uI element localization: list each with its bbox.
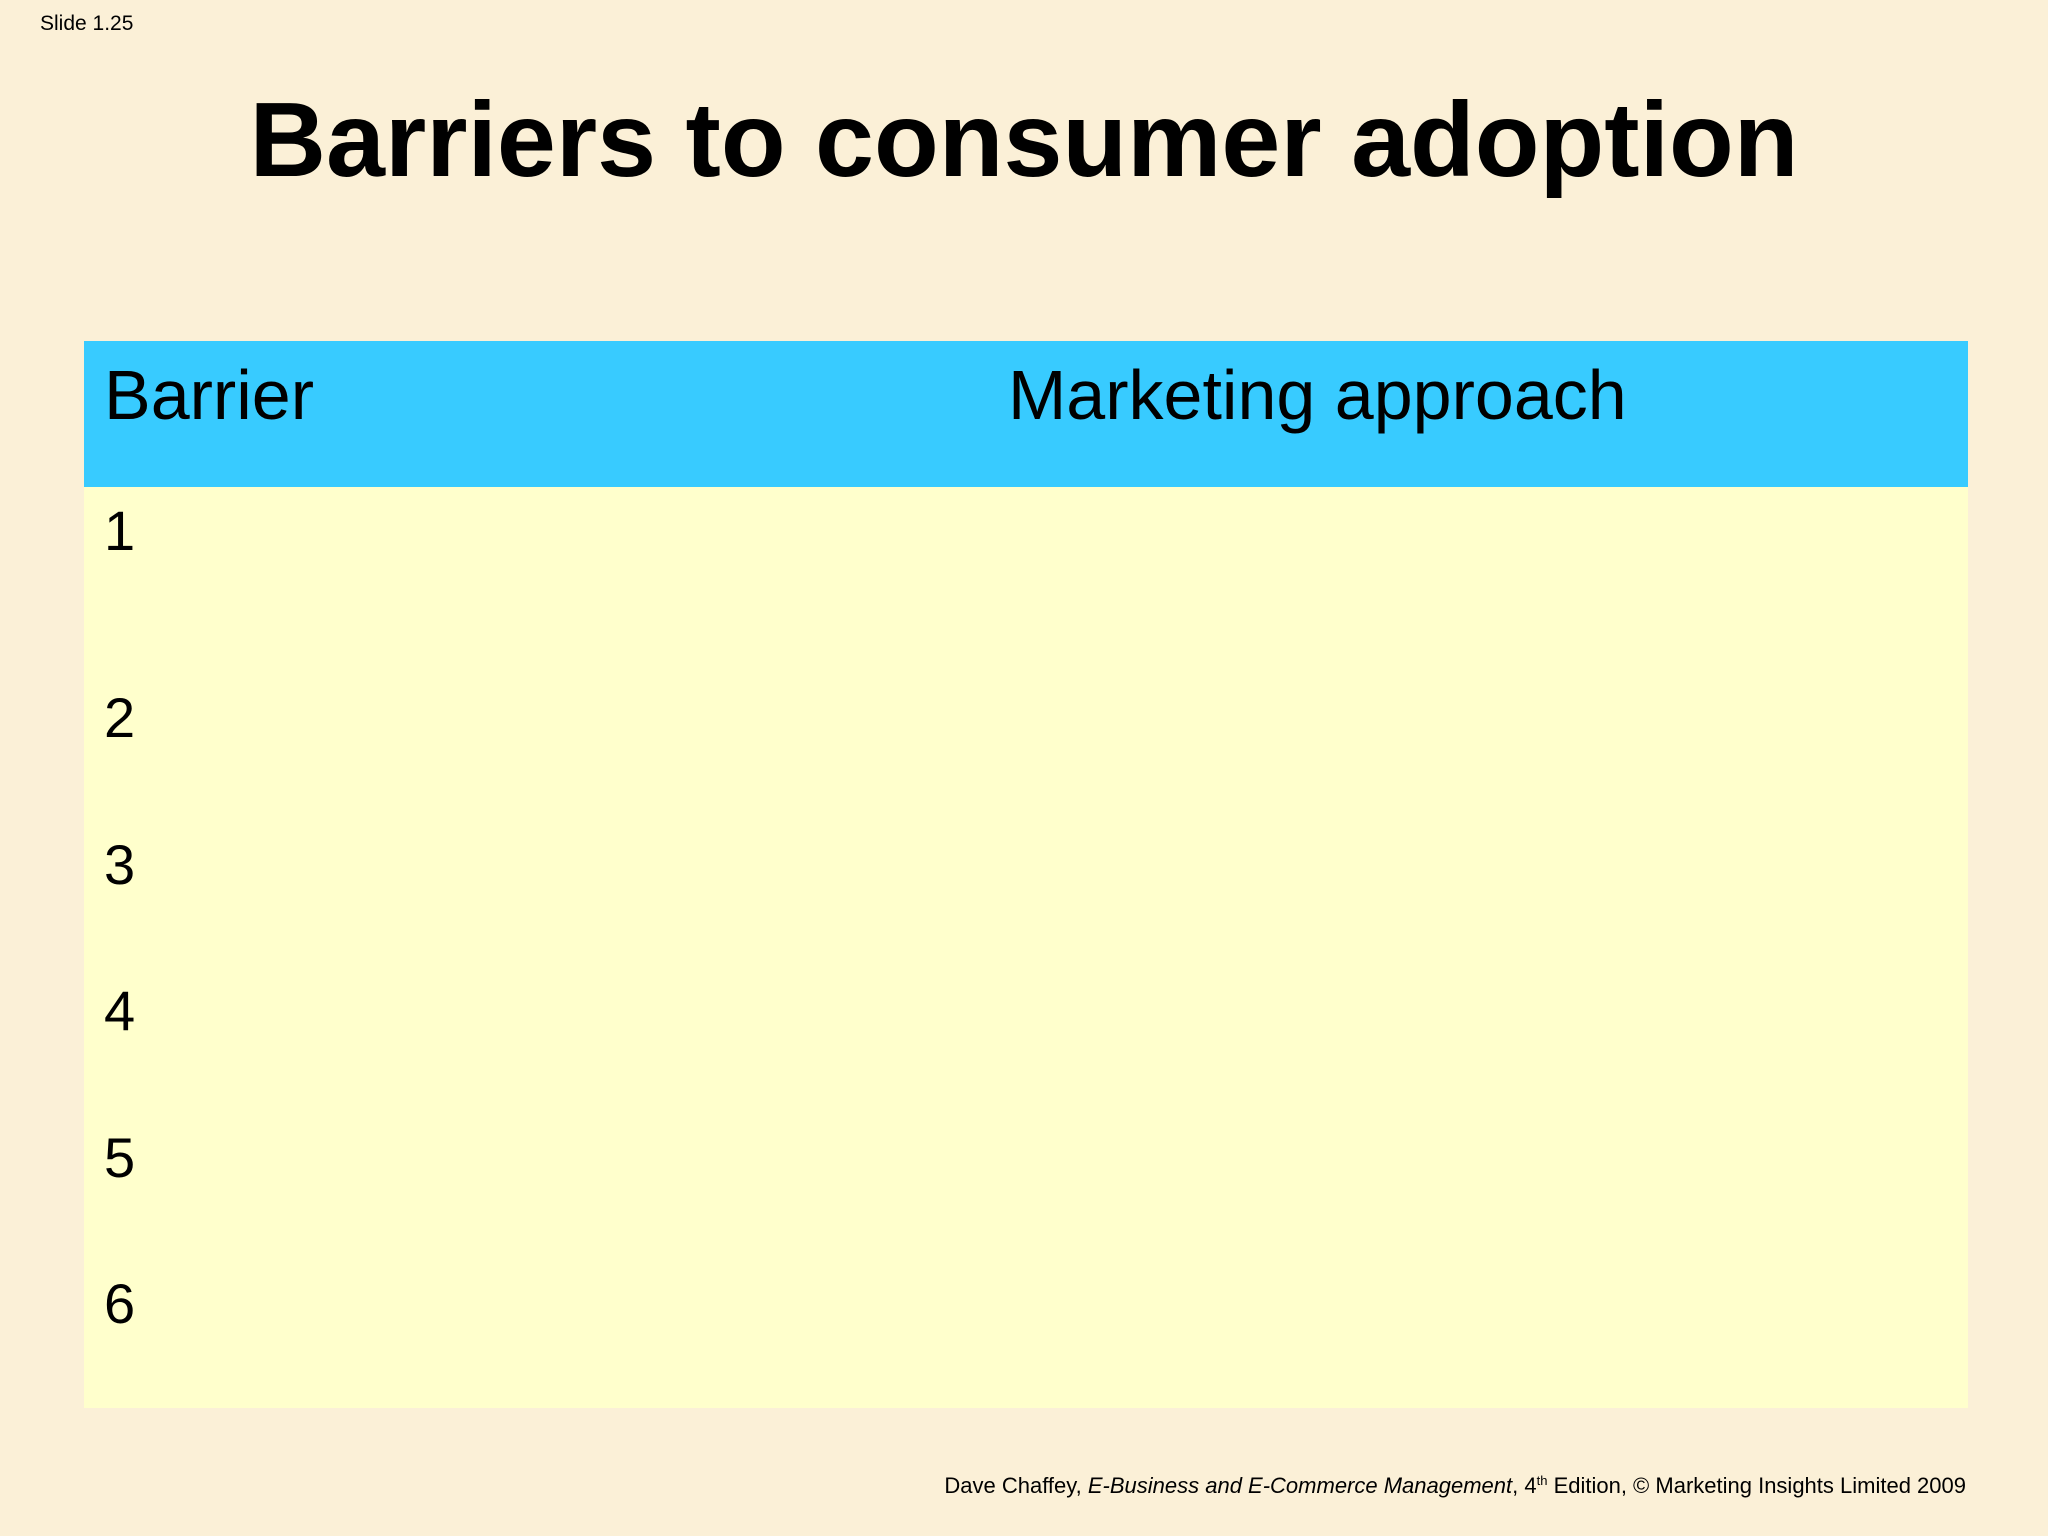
- barriers-table: Barrier Marketing approach 1 2 3 4 5 6: [84, 341, 1968, 1408]
- row-number-3: 3: [104, 833, 136, 896]
- footer-book-title: E-Business and E-Commerce Management: [1087, 1473, 1513, 1498]
- header-marketing-approach: Marketing approach: [1008, 356, 1627, 434]
- footer-edition-sup: th: [1536, 1473, 1548, 1488]
- footer-edition-rest: Edition, © Marketing Insights Limited 20…: [1547, 1473, 1966, 1498]
- slide-number: Slide 1.25: [40, 12, 134, 35]
- row-number-6: 6: [104, 1272, 136, 1335]
- row-number-2: 2: [104, 686, 136, 749]
- row-number-1: 1: [104, 499, 136, 562]
- slide-title: Barriers to consumer adoption: [249, 81, 1799, 199]
- footer-author: Dave Chaffey,: [944, 1473, 1088, 1498]
- row-number-5: 5: [104, 1126, 136, 1189]
- footer-citation: Dave Chaffey, E-Business and E-Commerce …: [944, 1472, 1966, 1500]
- footer-edition-prefix: , 4: [1512, 1473, 1537, 1498]
- row-number-4: 4: [104, 979, 136, 1042]
- table-header-row: Barrier Marketing approach: [84, 341, 1968, 487]
- header-barrier: Barrier: [104, 356, 315, 434]
